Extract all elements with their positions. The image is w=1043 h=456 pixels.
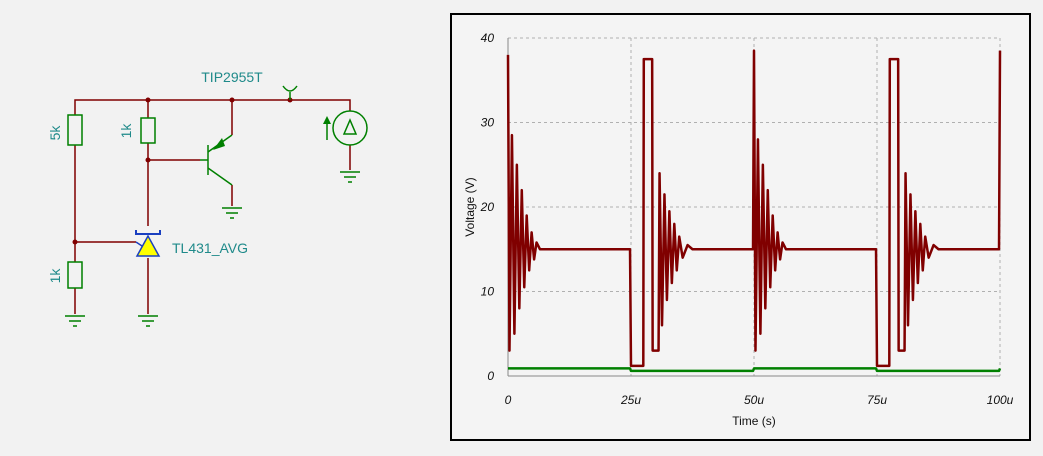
resistor: [67, 261, 83, 289]
component-label: 1k: [118, 123, 134, 139]
plot: 0 10 20 30 40 0 25u 50u 75u 100u Time (s) Voltage (…: [463, 31, 1014, 428]
component-label: TL431_AVG: [172, 240, 248, 256]
y-axis-label: Voltage (V): [463, 177, 477, 236]
grounds: [65, 171, 360, 327]
ground: [138, 315, 158, 327]
transistor: [207, 167, 233, 186]
ground: [340, 171, 360, 183]
junctions: [72, 97, 293, 245]
series-line: [508, 367, 1002, 373]
resistor: [67, 114, 83, 146]
current-arrow: [323, 116, 331, 124]
junction: [229, 97, 235, 103]
junction: [145, 157, 151, 163]
emitter-arrow: [213, 138, 225, 150]
schematic: 5k 1k 1k TIP2955T TL431_AVG: [47, 69, 368, 327]
y-tick-label: 30: [481, 116, 495, 130]
component-label: 5k: [47, 125, 63, 141]
junction: [72, 239, 78, 245]
x-tick-label: 100u: [987, 393, 1014, 407]
tl431: [135, 234, 161, 257]
voltage-probe: [282, 85, 298, 100]
y-tick-label: 0: [487, 369, 494, 383]
series-line: [506, 49, 1002, 368]
y-tick-label: 10: [481, 285, 495, 299]
component-label: TIP2955T: [201, 69, 263, 85]
ammeter: [342, 118, 358, 135]
wire: [74, 99, 351, 115]
x-axis-label: Time (s): [732, 414, 776, 428]
y-tick-label: 20: [480, 200, 495, 214]
x-tick-label: 25u: [620, 393, 641, 407]
y-tick-label: 40: [481, 31, 495, 45]
x-tick-label: 0: [505, 393, 512, 407]
component-label: 1k: [47, 268, 63, 284]
ammeter: [332, 110, 368, 146]
resistor: [140, 117, 156, 144]
tl431-cathode: [135, 230, 161, 235]
x-tick-label: 75u: [867, 393, 887, 407]
junction: [145, 97, 151, 103]
ground: [222, 207, 242, 219]
tl431-ref: [135, 241, 143, 247]
ground: [65, 315, 85, 327]
x-tick-label: 50u: [744, 393, 764, 407]
